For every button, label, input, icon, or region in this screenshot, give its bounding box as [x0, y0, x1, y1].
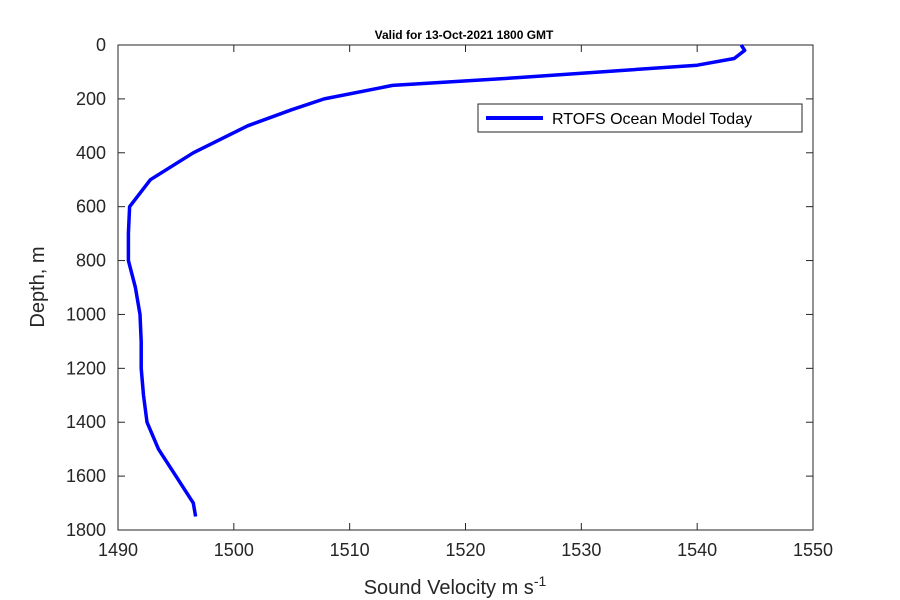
x-axis-label: Sound Velocity m s-1 [364, 573, 547, 599]
x-tick-label: 1540 [677, 540, 717, 560]
y-tick-label: 400 [76, 143, 106, 163]
y-axis-label: Depth, m [27, 246, 49, 327]
y-tick-label: 1800 [66, 520, 106, 540]
x-tick-label: 1510 [330, 540, 370, 560]
x-tick-label: 1520 [445, 540, 485, 560]
y-tick-label: 600 [76, 197, 106, 217]
y-tick-label: 1000 [66, 304, 106, 324]
y-tick-label: 1200 [66, 358, 106, 378]
x-tick-label: 1550 [793, 540, 833, 560]
series-line [126, 44, 747, 517]
y-tick-label: 800 [76, 251, 106, 271]
x-tick-label: 1530 [561, 540, 601, 560]
legend-label: RTOFS Ocean Model Today [552, 111, 752, 128]
series-layer [126, 44, 747, 517]
chart-title: Valid for 13-Oct-2021 1800 GMT [375, 28, 554, 42]
y-tick-label: 1400 [66, 412, 106, 432]
legend: RTOFS Ocean Model Today [477, 103, 803, 133]
axis-ticks: 1490 1500 1510 1520 1530 1540 1550 0 200 400 600 80… [66, 35, 833, 560]
y-tick-label: 1600 [66, 466, 106, 486]
x-tick-label: 1490 [98, 540, 138, 560]
y-tick-label: 200 [76, 89, 106, 109]
x-tick-label: 1500 [214, 540, 254, 560]
y-tick-label: 0 [96, 35, 106, 55]
